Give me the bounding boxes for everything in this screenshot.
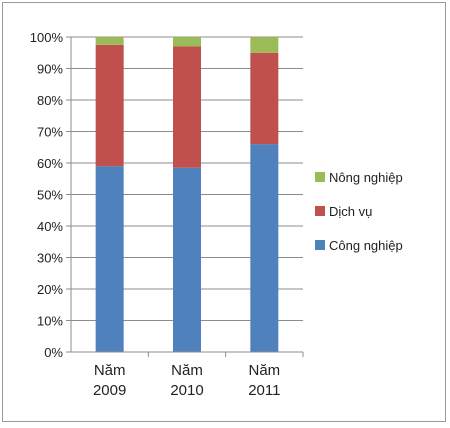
bar-segment [95,37,124,45]
x-tick-label: Năm 2009 [93,362,126,399]
legend-swatch [315,206,325,216]
y-tick-label: 100% [30,30,64,45]
y-tick-label: 60% [37,156,63,171]
bar-segment [250,52,279,145]
bar-segment [173,46,201,168]
x-tick-label: Năm 2011 [248,362,280,399]
bar-segment [250,37,279,53]
bar-segment [173,167,201,352]
axes [66,36,304,357]
legend-label: Nông nghiệp [329,170,403,185]
legend-label: Công nghiệp [329,238,403,253]
y-tick-label: 70% [37,125,63,140]
y-tick-label: 90% [37,62,63,77]
y-tick-label: 30% [37,251,63,266]
x-tick-labels: Năm 2009 Năm 2010 Năm 2011 [93,362,280,399]
y-tick-label: 40% [37,219,63,234]
bar-segment [95,166,124,352]
x-tick-label: Năm 2010 [170,362,203,399]
legend-swatch [315,172,325,182]
chart-frame: 0% 10% 20% 30% 40% 50% 60% 70% 80% 90% 100% Năm 200… [2,2,446,422]
stacked-bar-chart: 0% 10% 20% 30% 40% 50% 60% 70% 80% 90% 100% Năm 200… [30,30,403,399]
bars [95,37,279,352]
legend-swatch [315,240,325,250]
bar-segment [95,44,124,167]
y-tick-label: 20% [37,282,63,297]
y-tick-label: 0% [44,345,63,360]
y-tick-label: 80% [37,93,63,108]
bar-segment [173,37,201,47]
y-tick-label: 10% [37,314,63,329]
y-tick-label: 50% [37,188,63,203]
bar-segment [250,144,279,352]
legend: Nông nghiệp Dịch vụ Công nghiệp [315,170,403,253]
legend-label: Dịch vụ [329,204,372,219]
y-tick-labels: 0% 10% 20% 30% 40% 50% 60% 70% 80% 90% 100% [30,30,64,360]
